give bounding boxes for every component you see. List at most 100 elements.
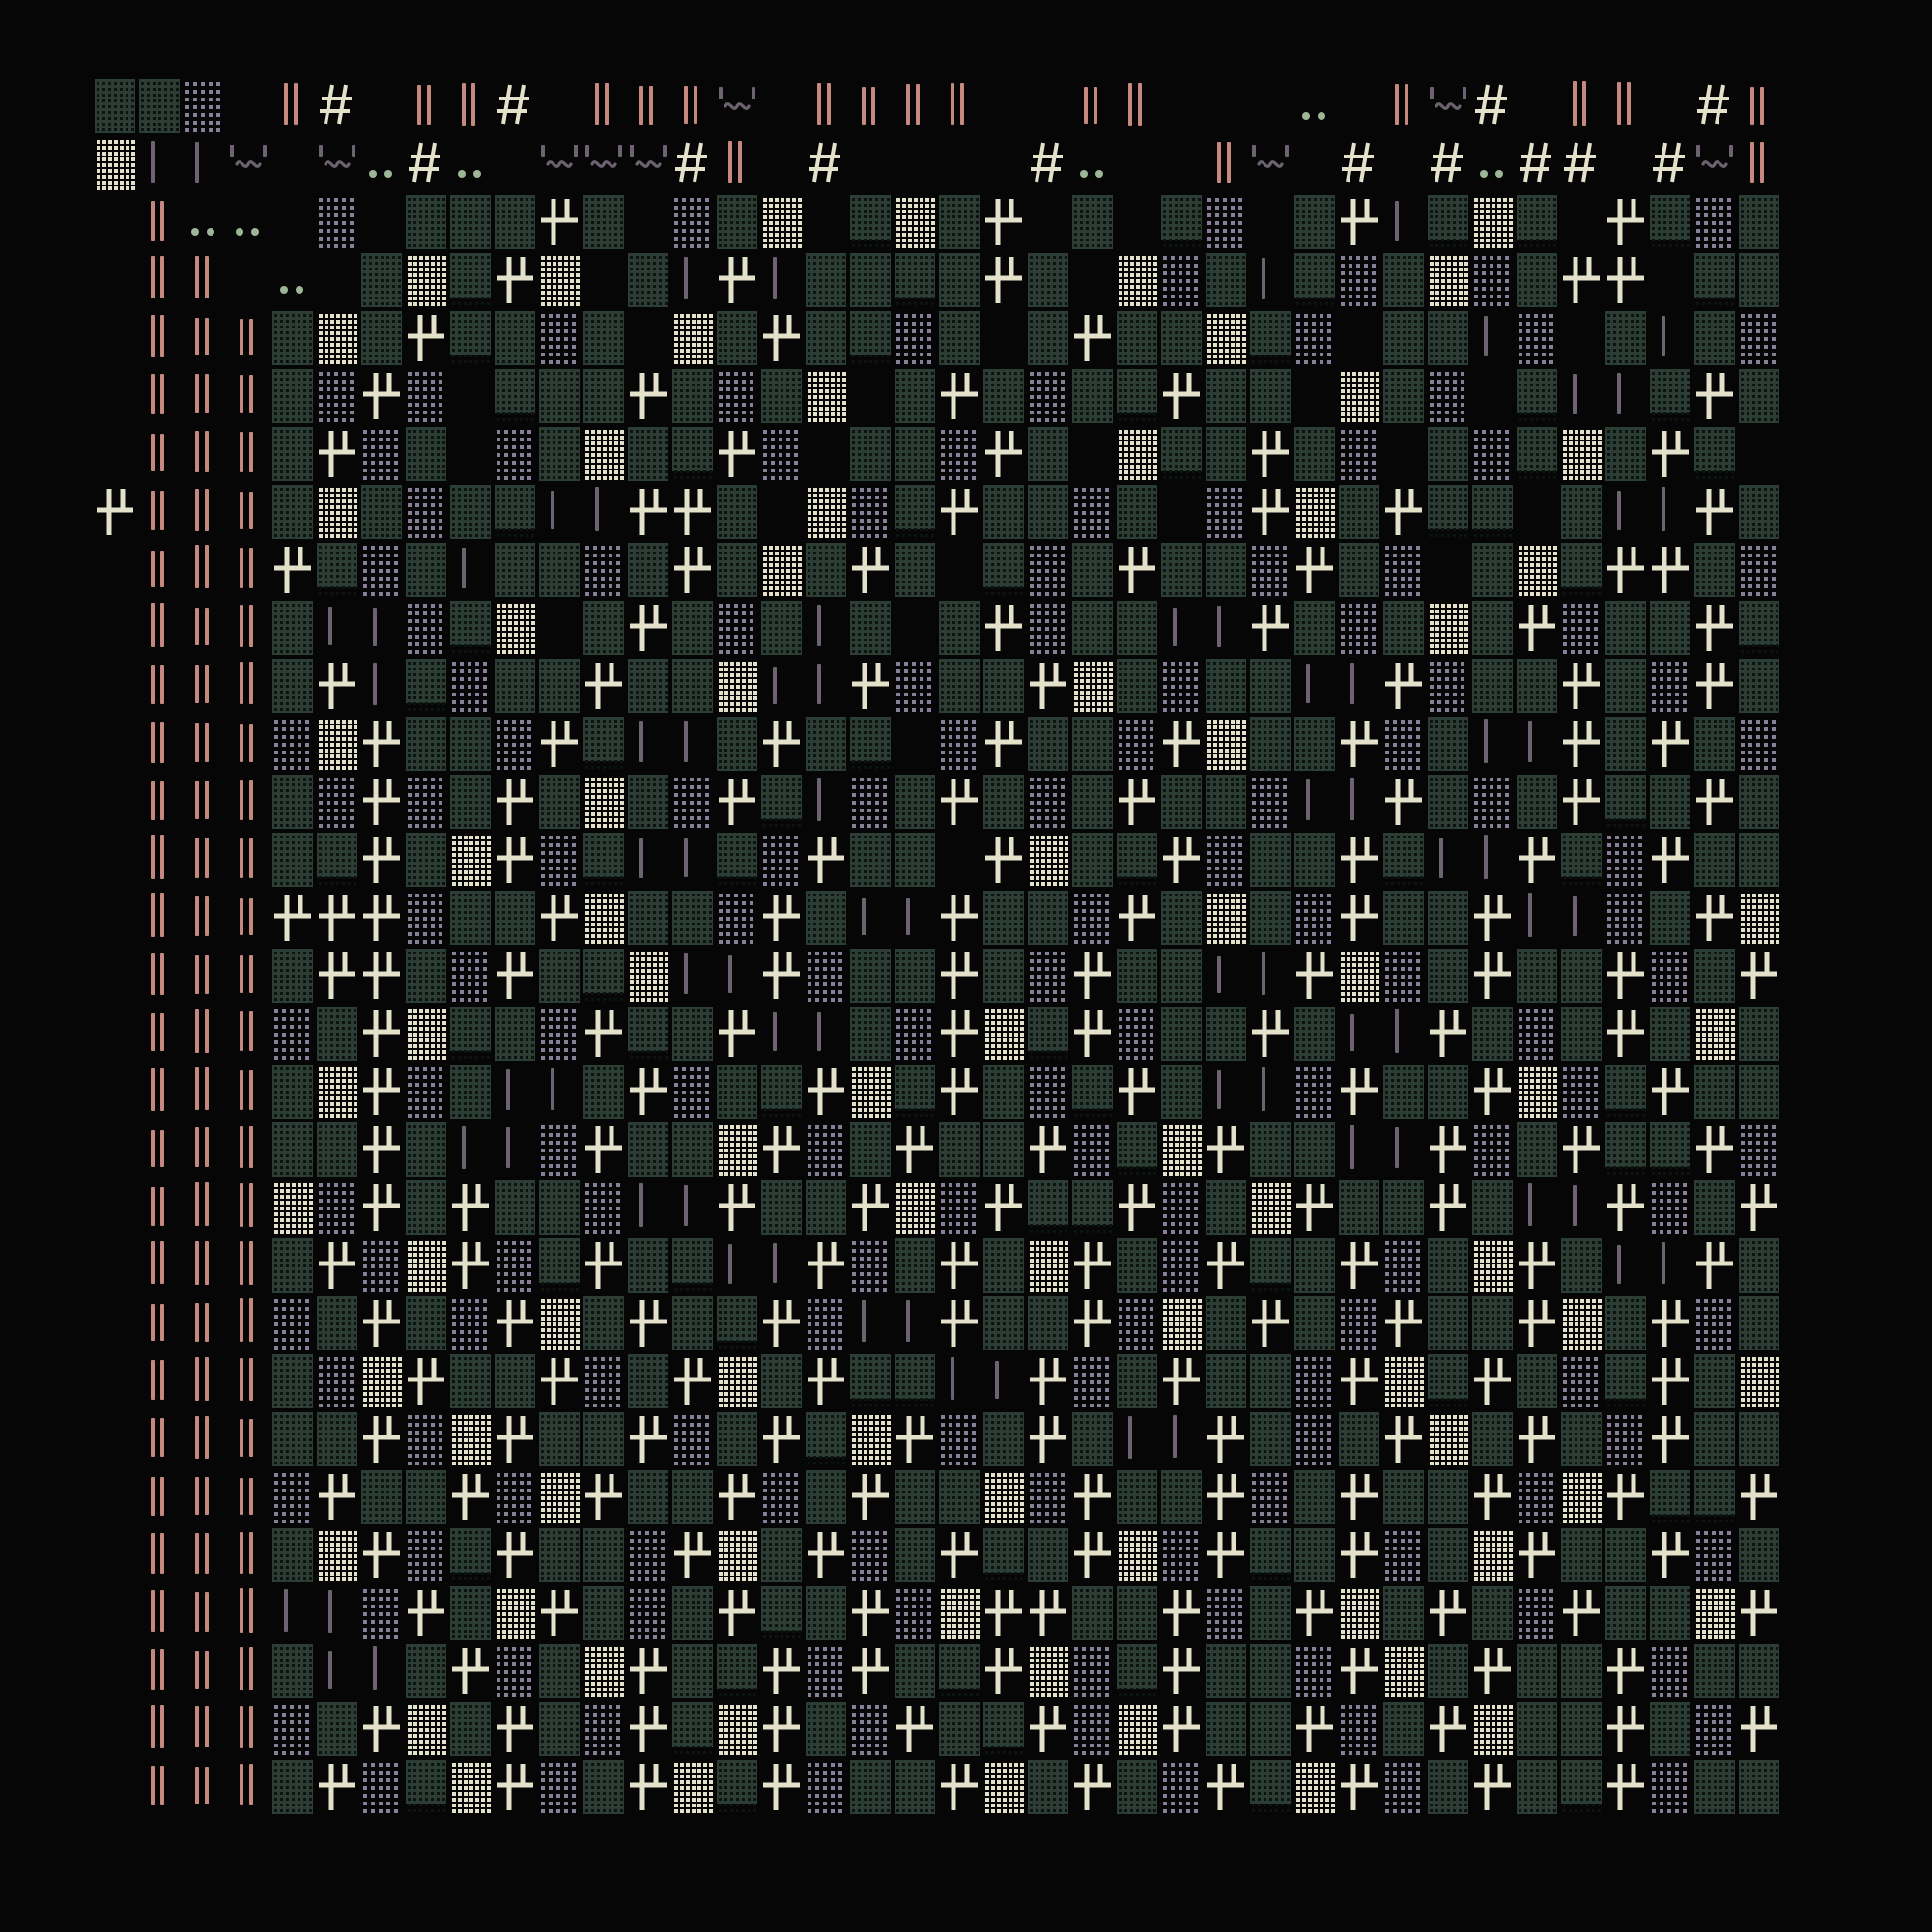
single-bar-glyph: [1204, 947, 1248, 1005]
dark-green-dither-block: [493, 193, 537, 251]
single-bar-glyph: [537, 483, 582, 541]
single-bar-glyph: [1648, 1236, 1692, 1294]
dark-green-dither-block: [1737, 1063, 1781, 1121]
dark-green-dither-block: [1204, 773, 1248, 831]
dark-green-dither-block: [1692, 1179, 1737, 1236]
dark-green-dither-block: [1604, 1526, 1648, 1584]
dark-green-dither-block: [1692, 1063, 1737, 1121]
dark-green-dither-block: [1559, 1410, 1604, 1468]
dark-green-dither-block: [1381, 831, 1426, 889]
single-bar-glyph: [359, 599, 404, 657]
sparse-mauve-dither-block: [1204, 193, 1248, 251]
dark-green-dither-block: [1248, 1642, 1293, 1700]
plus-cross-glyph: [848, 1468, 893, 1526]
double-bar-glyph: [270, 77, 315, 135]
plus-cross-glyph: [715, 1468, 759, 1526]
cream-dither-block: [537, 1294, 582, 1352]
dark-green-dither-block: [715, 483, 759, 541]
double-bar-glyph: [226, 1005, 270, 1063]
cream-dither-block: [715, 1352, 759, 1410]
plus-cross-glyph: [1604, 1005, 1648, 1063]
plus-cross-glyph: [582, 1236, 626, 1294]
plus-cross-glyph: [1026, 1352, 1070, 1410]
sparse-mauve-dither-block: [537, 831, 582, 889]
dark-green-dither-block: [893, 425, 937, 483]
plus-cross-glyph: [315, 889, 359, 947]
cream-dither-block: [404, 1236, 448, 1294]
single-bar-glyph: [670, 947, 715, 1005]
plus-cross-glyph: [715, 251, 759, 309]
sparse-mauve-dither-block: [1559, 1352, 1604, 1410]
single-bar-glyph: [715, 947, 759, 1005]
dark-green-dither-block: [1248, 1526, 1293, 1584]
sparse-mauve-dither-block: [1692, 1294, 1737, 1352]
double-bar-glyph: [182, 1063, 226, 1121]
double-bar-glyph: [626, 77, 670, 135]
single-bar-glyph: [1204, 599, 1248, 657]
plus-cross-glyph: [759, 1121, 804, 1179]
plus-cross-glyph: [1470, 1063, 1515, 1121]
dark-green-dither-block: [848, 1352, 893, 1410]
dark-green-dither-block: [493, 483, 537, 541]
dark-green-dither-block: [670, 1700, 715, 1758]
dark-green-dither-block: [537, 1642, 582, 1700]
plus-cross-glyph: [582, 1005, 626, 1063]
plus-cross-glyph: [537, 889, 582, 947]
plus-cross-glyph: [359, 1294, 404, 1352]
double-bar-glyph: [226, 425, 270, 483]
single-bar-glyph: [626, 715, 670, 773]
sparse-mauve-dither-block: [1070, 889, 1115, 947]
dark-green-dither-block: [1248, 657, 1293, 715]
dark-green-dither-block: [670, 1236, 715, 1294]
dark-green-dither-block: [1648, 367, 1692, 425]
sparse-mauve-dither-block: [1293, 889, 1337, 947]
plus-cross-glyph: [448, 1642, 493, 1700]
double-bar-glyph: [226, 657, 270, 715]
single-bar-glyph: [804, 657, 848, 715]
sparse-mauve-dither-block: [759, 831, 804, 889]
dark-green-dither-block: [493, 889, 537, 947]
dark-green-dither-block: [1648, 193, 1692, 251]
dark-green-dither-block: [1470, 599, 1515, 657]
plus-cross-glyph: [848, 657, 893, 715]
dark-green-dither-block: [981, 1063, 1026, 1121]
plus-cross-glyph: [1026, 1121, 1070, 1179]
single-bar-glyph: [1381, 1005, 1426, 1063]
dark-green-dither-block: [1737, 483, 1781, 541]
cream-dither-block: [1115, 1526, 1159, 1584]
plus-cross-glyph: [493, 1526, 537, 1584]
plus-cross-glyph: [1026, 1700, 1070, 1758]
plus-cross-glyph: [1381, 483, 1426, 541]
dark-green-dither-block: [670, 1584, 715, 1642]
dark-green-dither-block: [1070, 367, 1115, 425]
sparse-mauve-dither-block: [848, 1526, 893, 1584]
dark-green-dither-block: [1159, 193, 1204, 251]
dark-green-dither-block: [1248, 1700, 1293, 1758]
dark-green-dither-block: [537, 1526, 582, 1584]
dark-green-dither-block: [404, 715, 448, 773]
sparse-mauve-dither-block: [1337, 251, 1381, 309]
plus-cross-glyph: [1337, 1758, 1381, 1816]
dark-green-dither-block: [1115, 1758, 1159, 1816]
plus-cross-glyph: [981, 425, 1026, 483]
dark-green-dither-block: [315, 1121, 359, 1179]
dark-green-dither-block: [537, 773, 582, 831]
plus-cross-glyph: [893, 1121, 937, 1179]
sparse-mauve-dither-block: [537, 1005, 582, 1063]
plus-cross-glyph: [759, 309, 804, 367]
double-bar-glyph: [137, 947, 182, 1005]
dark-green-dither-block: [1293, 1005, 1337, 1063]
plus-cross-glyph: [1026, 1584, 1070, 1642]
sparse-mauve-dither-block: [1293, 309, 1337, 367]
sparse-mauve-dither-block: [1248, 541, 1293, 599]
plus-cross-glyph: [626, 367, 670, 425]
plus-cross-glyph: [937, 1063, 981, 1121]
double-bar-glyph: [182, 1410, 226, 1468]
dark-green-dither-block: [270, 1121, 315, 1179]
double-bar-glyph: [182, 367, 226, 425]
dark-green-dither-block: [1026, 425, 1070, 483]
double-bar-glyph: [137, 193, 182, 251]
dark-green-dither-block: [1648, 1584, 1692, 1642]
double-bar-glyph: [226, 1642, 270, 1700]
dark-green-dither-block: [1026, 251, 1070, 309]
